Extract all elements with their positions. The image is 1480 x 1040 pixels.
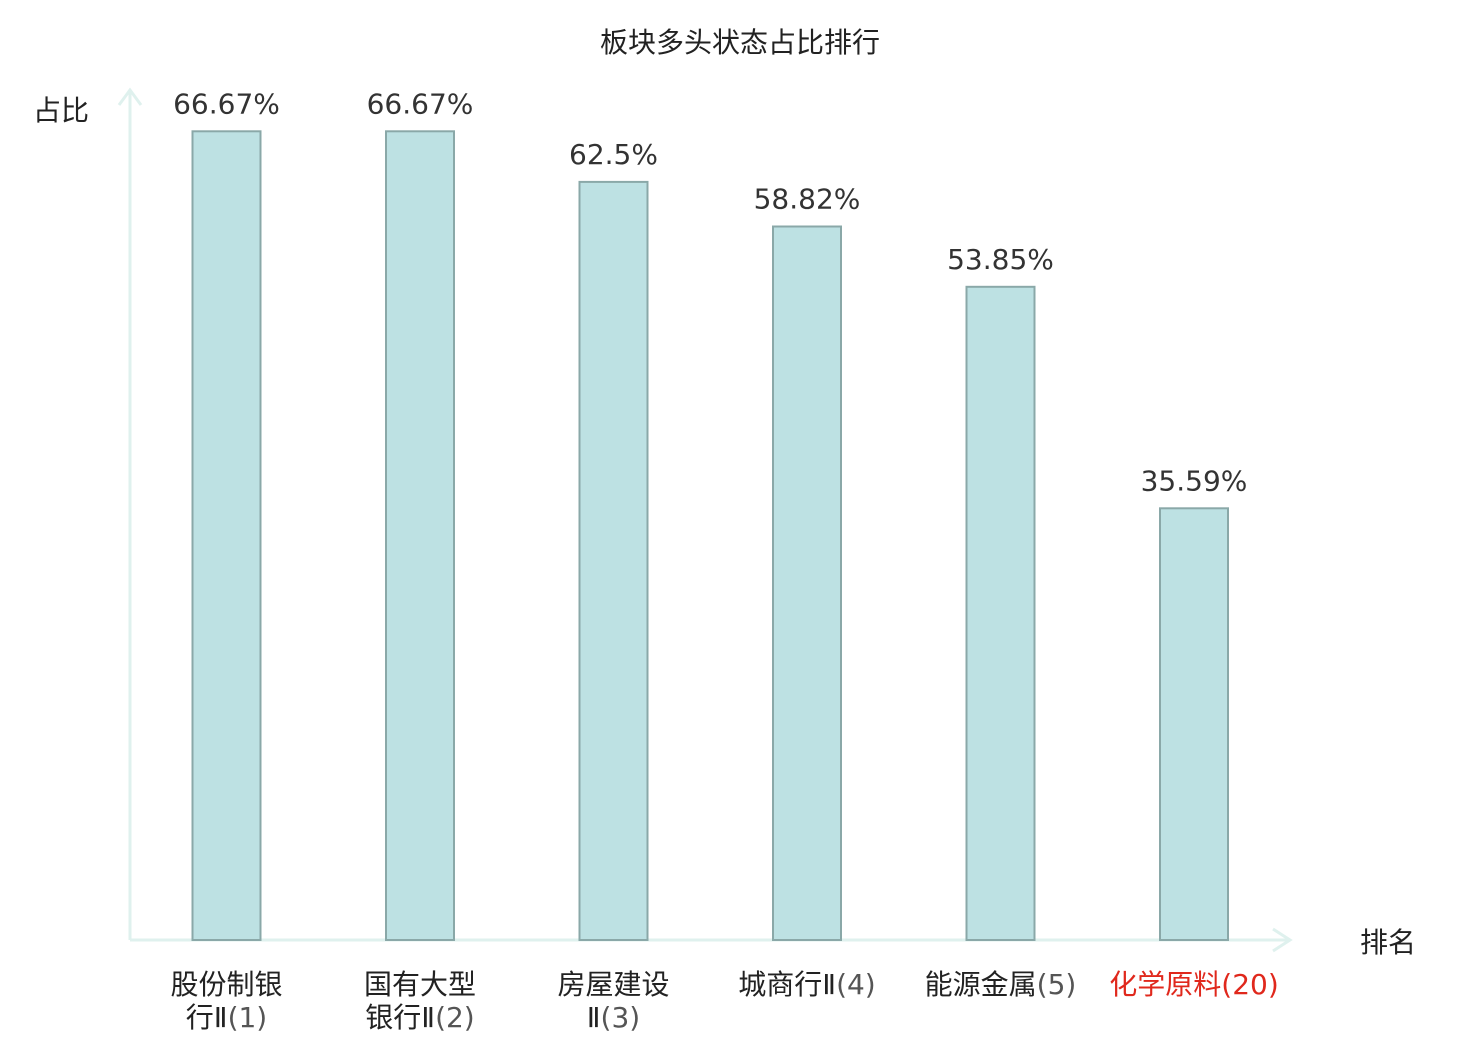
category-label-5-line-1: 能源金属(5) [925, 968, 1077, 1001]
y-axis-label: 占比 [33, 94, 89, 127]
value-label-1: 66.67% [173, 87, 280, 120]
bar-1 [191, 130, 262, 942]
axes [117, 87, 1293, 953]
category-label-4-line-1: 城商行Ⅱ(4) [738, 968, 875, 1001]
category-label-segment: 国有大型 [364, 968, 476, 1001]
category-label-segment: (1) [228, 1001, 268, 1034]
category-label-segment: 化学原料 [1109, 968, 1221, 1001]
category-label-3-line-1: 房屋建设 [557, 968, 669, 1001]
bar-6 [1159, 507, 1229, 941]
category-label-6-line-1: 化学原料(20) [1109, 968, 1279, 1001]
value-label-4: 58.82% [754, 183, 861, 216]
bar-4 [772, 225, 842, 941]
category-label-2-line-1: 国有大型 [364, 968, 476, 1001]
category-label-segment: 银行Ⅱ [365, 1001, 435, 1034]
category-label-segment: (20) [1221, 968, 1278, 1001]
category-label-segment: 股份制银 [170, 968, 282, 1001]
category-label-1-line-2: 行Ⅱ(1) [186, 1001, 267, 1034]
category-label-segment: (4) [836, 968, 876, 1001]
category-label-2-line-2: 银行Ⅱ(2) [365, 1001, 474, 1034]
value-label-3: 62.5% [569, 138, 658, 171]
bar-2 [385, 130, 455, 942]
x-axis-arrow [1272, 927, 1293, 953]
category-label-segment: 房屋建设 [557, 968, 669, 1001]
chart-title: 板块多头状态占比排行 [600, 26, 880, 59]
value-label-5: 53.85% [947, 243, 1054, 276]
category-label-1-line-1: 股份制银 [170, 968, 282, 1001]
category-label-segment: 行Ⅱ [186, 1001, 228, 1034]
category-label-3-line-2: Ⅱ(3) [587, 1001, 640, 1034]
category-label-segment: (5) [1037, 968, 1077, 1001]
category-label-segment: (2) [435, 1001, 475, 1034]
x-axis-label: 排名 [1360, 926, 1416, 959]
bar-3 [578, 180, 649, 941]
y-axis-arrow [117, 87, 143, 106]
bar-5 [965, 285, 1036, 941]
category-label-segment: (3) [601, 1001, 641, 1034]
category-label-segment: 城商行Ⅱ [738, 968, 836, 1001]
value-label-2: 66.67% [367, 87, 474, 120]
bars [191, 130, 1229, 942]
value-label-6: 35.59% [1141, 464, 1248, 497]
category-label-segment: 能源金属 [925, 968, 1037, 1001]
category-label-segment: Ⅱ [587, 1001, 601, 1034]
value-labels: 66.67% 66.67% 62.5% 58.82% 53.85% 35.59% [173, 87, 1247, 497]
